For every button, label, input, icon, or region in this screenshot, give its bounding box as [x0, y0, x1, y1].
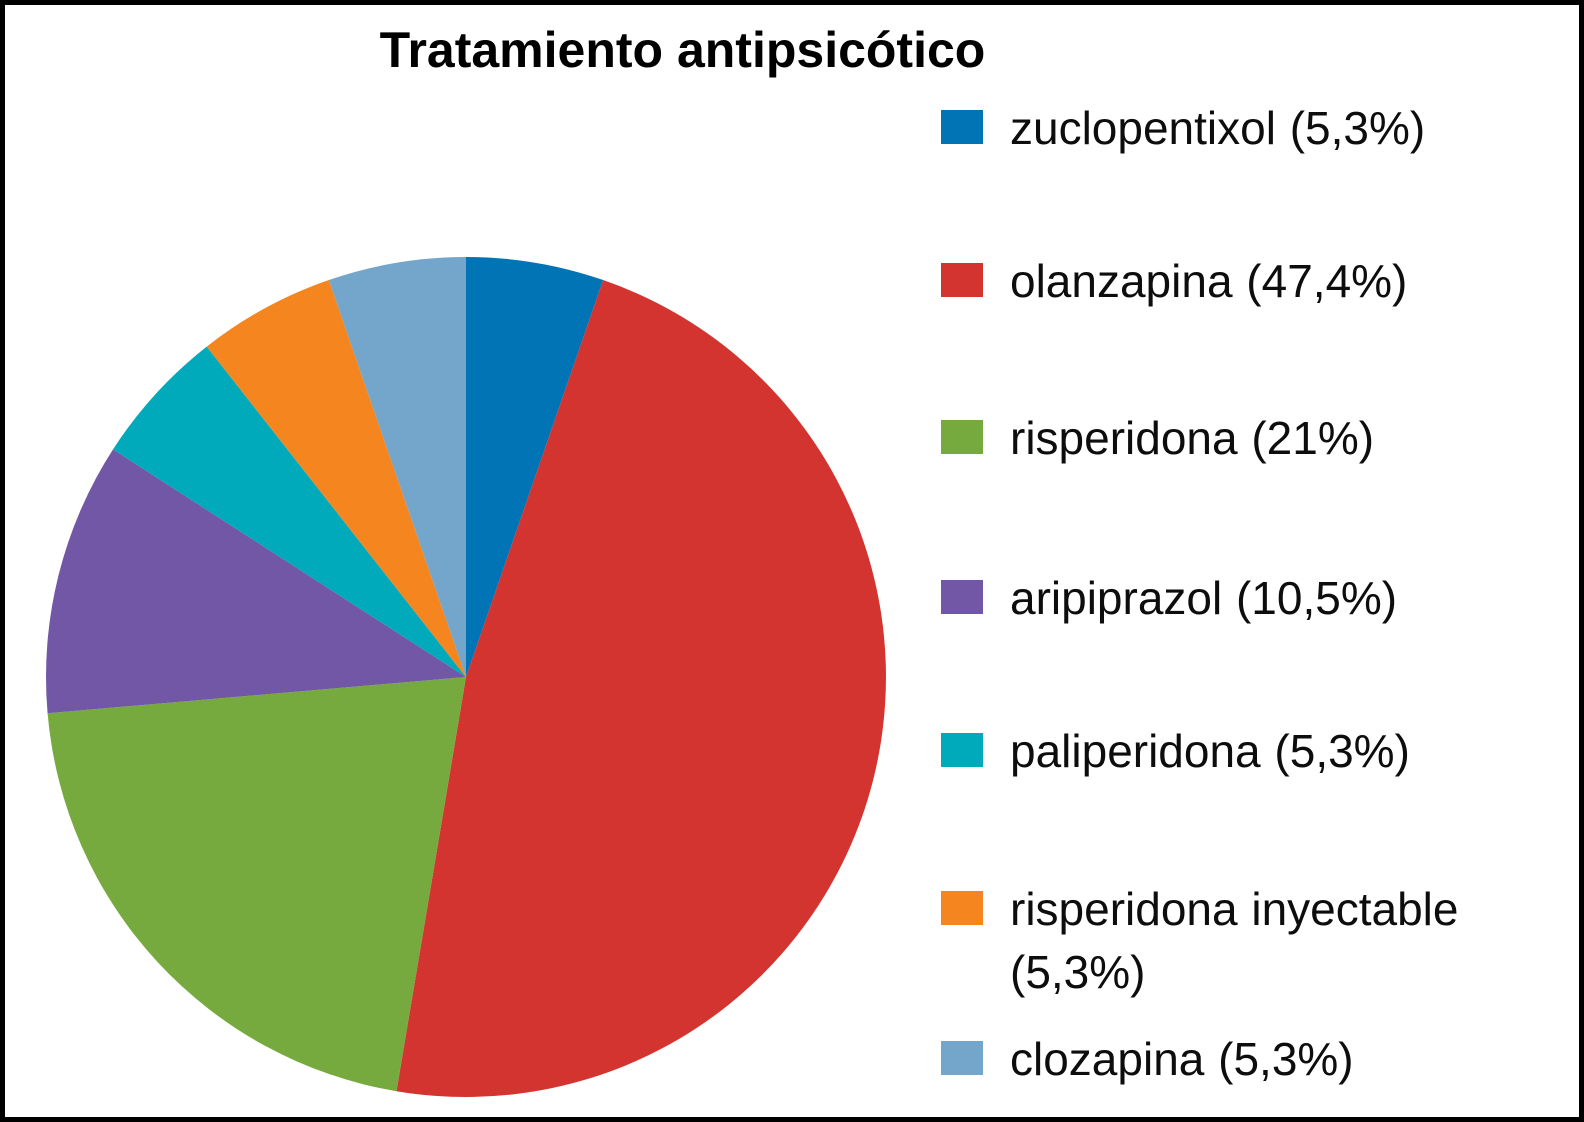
legend-item-aripiprazol: aripiprazol (10,5%): [941, 567, 1551, 630]
legend-label: zuclopentixol (5,3%): [1010, 102, 1426, 154]
legend-item-risperidona: risperidona (21%): [941, 407, 1551, 470]
legend-item-paliperidona: paliperidona (5,3%): [941, 720, 1551, 783]
legend-swatch-paliperidona: [941, 733, 983, 767]
pie-slice-zuclopentixol: [466, 257, 604, 677]
legend-swatch-olanzapina: [941, 263, 983, 297]
legend-label: risperidona inyectable (5,3%): [1010, 883, 1459, 999]
pie-slice-aripiprazol: [45, 449, 466, 714]
legend-swatch-clozapina: [941, 1041, 983, 1075]
legend-label: aripiprazol (10,5%): [1010, 572, 1398, 624]
pie-chart: [45, 257, 886, 1097]
legend-label: olanzapina (47,4%): [1010, 255, 1408, 307]
legend-label: paliperidona (5,3%): [1010, 725, 1410, 777]
legend-item-olanzapina: olanzapina (47,4%): [941, 250, 1551, 313]
legend-swatch-risperidona: [941, 420, 983, 454]
legend-label: clozapina (5,3%): [1010, 1033, 1354, 1085]
pie-slice-clozapina: [328, 257, 466, 677]
legend-label: risperidona (21%): [1010, 412, 1375, 464]
pie-slice-risperidona-inyectable: [206, 280, 466, 677]
chart-title: Tratamiento antipsicótico: [379, 22, 986, 78]
pie-slice-paliperidona: [113, 346, 466, 677]
pie-slice-risperidona: [47, 677, 467, 1092]
pie-slice-olanzapina: [396, 280, 886, 1097]
legend-item-risperidona-inyectable: risperidona inyectable (5,3%): [941, 878, 1551, 1005]
legend-swatch-zuclopentixol: [941, 110, 983, 144]
legend-swatch-risperidona-inyectable: [941, 891, 983, 925]
legend-item-clozapina: clozapina (5,3%): [941, 1028, 1551, 1091]
legend-swatch-aripiprazol: [941, 580, 983, 614]
legend-item-zuclopentixol: zuclopentixol (5,3%): [941, 97, 1551, 160]
